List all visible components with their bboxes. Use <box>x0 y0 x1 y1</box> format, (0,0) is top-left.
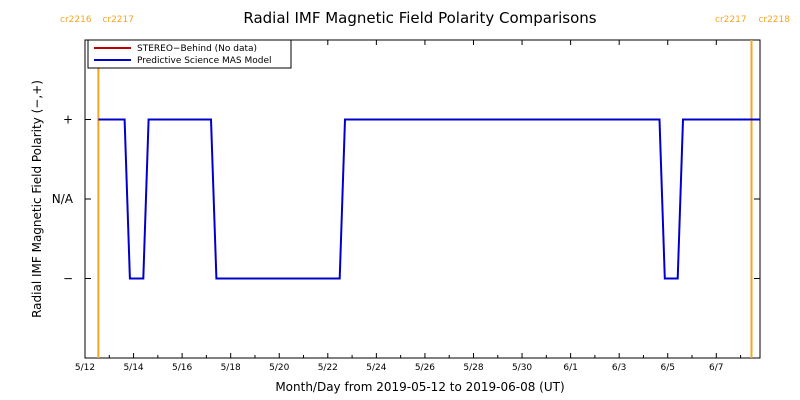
x-tick-label: 5/26 <box>415 363 435 373</box>
cr-label-right-start: cr2217 <box>715 15 747 25</box>
x-tick-label: 5/20 <box>269 363 289 373</box>
legend: STEREO−Behind (No data) Predictive Scien… <box>87 39 292 69</box>
y-tick-label: N/A <box>52 192 74 206</box>
y-axis-ticks: + N/A − <box>52 113 760 286</box>
cr-label-left-end: cr2217 <box>102 15 134 25</box>
carrington-markers <box>97 40 753 358</box>
y-axis-label: Radial IMF Magnetic Field Polarity (−,+) <box>30 80 44 318</box>
x-tick-label: 6/5 <box>660 363 674 373</box>
series-line-mas-model <box>98 118 760 280</box>
x-tick-label: 5/24 <box>366 363 386 373</box>
plot-frame <box>84 39 761 359</box>
x-tick-label: 5/16 <box>172 363 192 373</box>
x-tick-label: 5/22 <box>318 363 338 373</box>
series-layer <box>98 118 760 280</box>
x-tick-label: 5/14 <box>123 363 143 373</box>
x-axis-ticks: 5/12 5/14 5/16 5/18 5/20 5/22 5/24 5/26 5/28 5/30… <box>75 40 742 373</box>
cr-label-left-start: cr2216 <box>60 15 92 25</box>
cr-label-right-end: cr2218 <box>758 15 790 25</box>
x-tick-label: 5/12 <box>75 363 95 373</box>
legend-box <box>87 39 292 69</box>
x-axis-label: Month/Day from 2019-05-12 to 2019-06-08 … <box>275 380 564 394</box>
y-tick-label: − <box>63 272 73 286</box>
legend-label-stereo: STEREO−Behind (No data) <box>137 44 257 54</box>
x-tick-label: 5/18 <box>221 363 241 373</box>
y-tick-label: + <box>63 113 73 127</box>
chart-title: Radial IMF Magnetic Field Polarity Compa… <box>243 9 596 27</box>
x-tick-label: 6/3 <box>612 363 626 373</box>
x-tick-label: 5/30 <box>512 363 532 373</box>
x-tick-label: 6/1 <box>563 363 577 373</box>
legend-label-mas: Predictive Science MAS Model <box>137 56 272 66</box>
x-tick-label: 5/28 <box>463 363 483 373</box>
x-tick-label: 6/7 <box>709 363 723 373</box>
